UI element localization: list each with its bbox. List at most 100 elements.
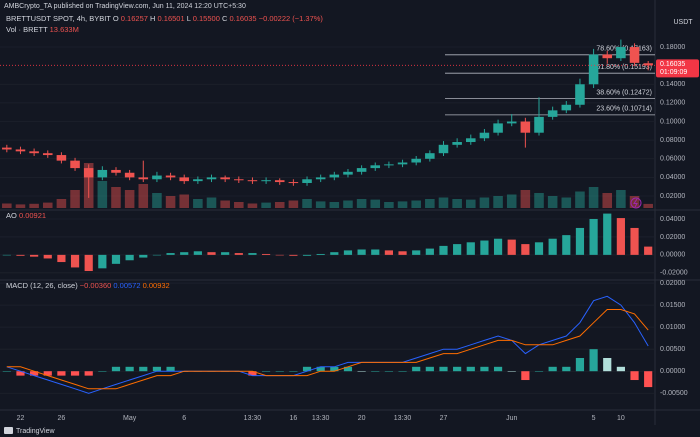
- macd-histogram-bar: [248, 371, 257, 376]
- candle-body: [602, 54, 613, 59]
- y-tick-label: 0.04000: [660, 216, 685, 223]
- macd-histogram-bar: [412, 366, 421, 372]
- macd-line: [6, 295, 649, 394]
- macd-histogram-bar: [534, 371, 544, 372]
- macd-histogram-bar: [480, 366, 489, 372]
- legend-row: BRETTUSDT SPOT, 4h, BYBIT O 0.16257 H 0.…: [6, 14, 323, 23]
- volume-bar: [138, 184, 149, 208]
- macd-histogram-bar: [302, 366, 312, 372]
- fib-label: 23.60% (0.10714): [596, 106, 652, 113]
- ao-bar: [330, 252, 339, 255]
- ao-bar: [180, 252, 189, 255]
- volume-bar: [479, 197, 490, 208]
- candle-body: [425, 153, 435, 159]
- ao-bar: [152, 254, 162, 256]
- legend-item: AO: [6, 211, 17, 220]
- volume-bar: [193, 199, 203, 208]
- event-icon[interactable]: [630, 197, 642, 209]
- macd-histogram-bar: [16, 371, 25, 376]
- macd-histogram-bar: [425, 366, 434, 372]
- macd-histogram-bar: [466, 366, 475, 372]
- currency: USDT: [673, 19, 693, 26]
- y-tick-label: 0.14000: [660, 81, 685, 88]
- macd-histogram-bar: [139, 366, 148, 372]
- publisher: AMBCrypto_TA published on TradingView.co…: [4, 3, 246, 10]
- macd-histogram-bar: [589, 349, 598, 372]
- ao-bar: [70, 254, 80, 268]
- legend-item: 0.00932: [143, 281, 170, 290]
- x-tick-label: 20: [358, 415, 366, 422]
- legend-item: H: [150, 14, 155, 23]
- candle-body: [629, 47, 640, 63]
- x-tick-label: Jun: [506, 415, 517, 422]
- legend-item: L: [187, 14, 191, 23]
- legend-row: AO 0.00921: [6, 211, 46, 220]
- ao-bar: [221, 252, 230, 255]
- ao-bar: [166, 253, 175, 255]
- macd-histogram-bar: [166, 366, 175, 372]
- ao-bar: [84, 254, 93, 272]
- volume-bar: [274, 202, 285, 208]
- macd-signal: [6, 309, 649, 390]
- legend-item: 0.16257: [121, 14, 148, 23]
- ao-bar: [125, 254, 134, 261]
- macd-histogram-bar: [521, 371, 530, 381]
- last-price-tag: [656, 59, 699, 78]
- x-tick-label: 16: [289, 415, 297, 422]
- x-tick-label: 13:30: [394, 415, 412, 422]
- y-tick-label: 0.04000: [660, 174, 685, 181]
- x-tick-label: May: [123, 415, 137, 422]
- macd-histogram-bar: [371, 371, 380, 372]
- candle-body: [452, 142, 462, 145]
- macd-histogram-bar: [111, 366, 121, 372]
- y-tick-label: 0.00000: [660, 252, 685, 259]
- ao-bar: [111, 254, 121, 264]
- volume-bar: [329, 202, 340, 208]
- volume-bar: [220, 200, 230, 208]
- volume-bar: [179, 194, 189, 208]
- candle-body: [247, 180, 258, 182]
- candle-body: [288, 182, 299, 184]
- candle-body: [466, 138, 476, 143]
- volume-bar: [616, 190, 626, 208]
- ao-bar: [193, 251, 202, 255]
- volume-bar: [466, 199, 476, 208]
- ao-bar: [534, 242, 544, 255]
- ao-bar: [234, 253, 243, 255]
- ao-bar: [562, 235, 571, 255]
- ao-bar: [98, 254, 107, 269]
- ao-bar: [548, 238, 557, 255]
- candle-body: [234, 179, 244, 181]
- ao-bar: [262, 253, 271, 255]
- x-tick-label: 27: [440, 415, 448, 422]
- ao-bar: [630, 227, 639, 255]
- candle-body: [343, 171, 353, 175]
- candle-body: [506, 121, 517, 124]
- legend-item: 0.15500: [193, 14, 220, 23]
- y-tick-label: 0.00000: [660, 368, 685, 375]
- y-tick-label: 0.06000: [660, 156, 685, 163]
- macd-histogram-bar: [84, 371, 93, 376]
- candle-body: [547, 110, 558, 117]
- ao-bar: [316, 253, 325, 255]
- volume-bar: [56, 199, 67, 208]
- y-tick-label: 0.18000: [660, 44, 685, 51]
- volume-bar: [575, 191, 585, 208]
- ao-bar: [289, 254, 298, 256]
- y-tick-label: 0.02000: [660, 280, 685, 287]
- y-tick-label: -0.02000: [660, 270, 688, 277]
- legend-item: 13.633M: [50, 25, 79, 34]
- volume-bar: [643, 203, 653, 208]
- macd-histogram-bar: [603, 358, 612, 372]
- y-tick-label: 0.08000: [660, 137, 685, 144]
- macd-histogram-bar: [57, 371, 66, 376]
- volume-bar: [425, 199, 435, 208]
- volume-bar: [588, 187, 599, 208]
- volume-bar: [561, 197, 572, 208]
- volume-bar: [520, 190, 531, 208]
- candle-body: [411, 158, 421, 163]
- volume-bar: [97, 181, 108, 208]
- x-tick-label: 10: [617, 415, 625, 422]
- candle-body: [220, 177, 230, 180]
- macd-histogram-bar: [398, 371, 407, 372]
